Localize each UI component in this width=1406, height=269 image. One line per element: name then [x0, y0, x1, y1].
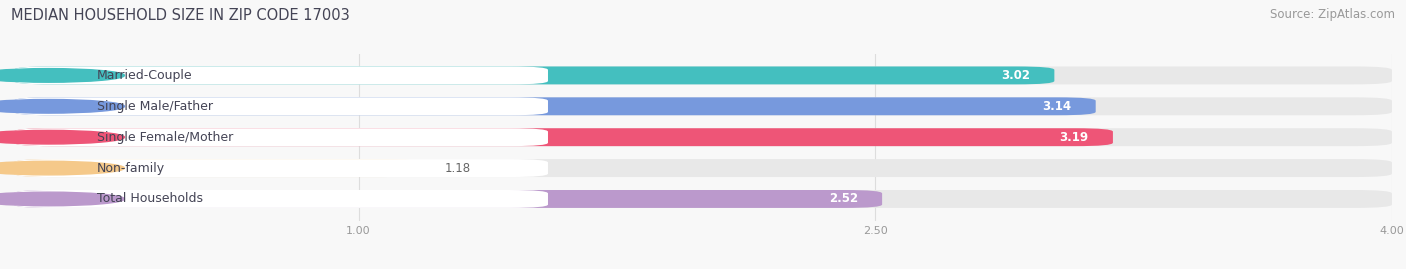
FancyBboxPatch shape — [14, 128, 1114, 146]
Text: Non-family: Non-family — [97, 162, 165, 175]
Text: 3.19: 3.19 — [1060, 131, 1088, 144]
Text: 3.02: 3.02 — [1001, 69, 1031, 82]
Text: Single Female/Mother: Single Female/Mother — [97, 131, 233, 144]
FancyBboxPatch shape — [14, 190, 548, 208]
Text: 2.52: 2.52 — [830, 192, 858, 206]
FancyBboxPatch shape — [14, 66, 1392, 84]
FancyBboxPatch shape — [14, 190, 1392, 208]
FancyBboxPatch shape — [14, 66, 1054, 84]
FancyBboxPatch shape — [14, 128, 548, 146]
Circle shape — [0, 161, 124, 175]
Text: Single Male/Father: Single Male/Father — [97, 100, 212, 113]
FancyBboxPatch shape — [14, 190, 882, 208]
FancyBboxPatch shape — [14, 66, 548, 84]
Text: MEDIAN HOUSEHOLD SIZE IN ZIP CODE 17003: MEDIAN HOUSEHOLD SIZE IN ZIP CODE 17003 — [11, 8, 350, 23]
Text: Total Households: Total Households — [97, 192, 202, 206]
Text: Married-Couple: Married-Couple — [97, 69, 193, 82]
Text: 3.14: 3.14 — [1042, 100, 1071, 113]
FancyBboxPatch shape — [14, 128, 1392, 146]
FancyBboxPatch shape — [14, 159, 420, 177]
Text: 1.18: 1.18 — [444, 162, 471, 175]
Circle shape — [0, 100, 124, 113]
Circle shape — [0, 192, 124, 206]
FancyBboxPatch shape — [14, 97, 548, 115]
Circle shape — [0, 130, 124, 144]
Text: Source: ZipAtlas.com: Source: ZipAtlas.com — [1270, 8, 1395, 21]
FancyBboxPatch shape — [14, 97, 1095, 115]
Circle shape — [0, 69, 124, 82]
FancyBboxPatch shape — [14, 159, 1392, 177]
FancyBboxPatch shape — [14, 159, 548, 177]
FancyBboxPatch shape — [14, 97, 1392, 115]
